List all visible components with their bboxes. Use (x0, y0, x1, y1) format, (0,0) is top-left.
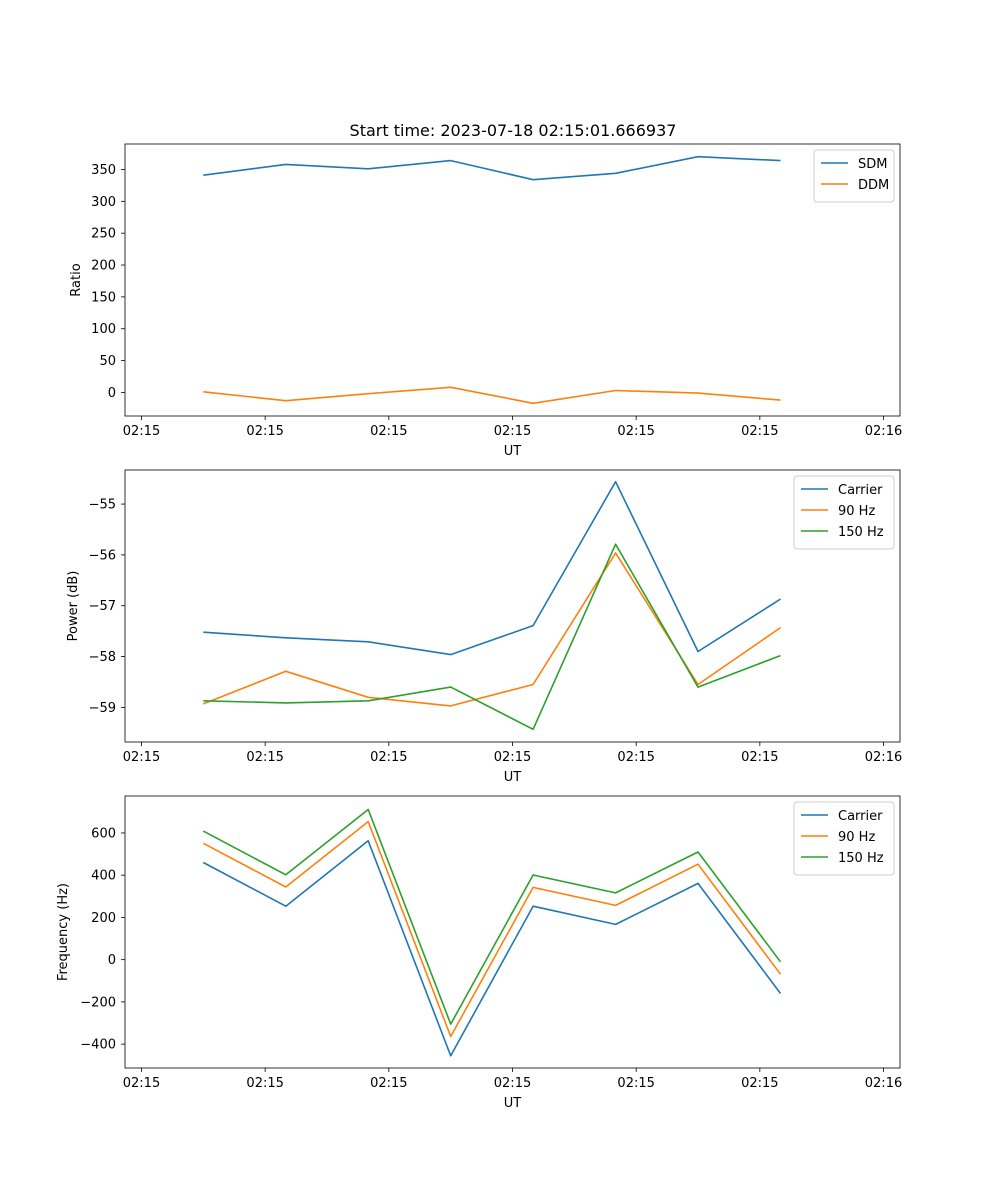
x-axis-label: UT (504, 1096, 522, 1111)
y-tick-label: 200 (91, 259, 116, 274)
x-tick-label: 02:16 (865, 424, 902, 439)
x-tick-label: 02:15 (246, 424, 283, 439)
y-tick-label: −58 (89, 650, 116, 665)
x-axis-label: UT (504, 444, 522, 459)
x-tick-label: 02:15 (617, 424, 654, 439)
x-tick-label: 02:15 (741, 1076, 778, 1091)
y-tick-label: 600 (91, 826, 116, 841)
y-tick-label: −59 (89, 701, 116, 716)
y-tick-label: −57 (89, 599, 116, 614)
x-tick-label: 02:15 (123, 1076, 160, 1091)
power-panel: 02:15 02:15 02:15 02:15 02:15 02:15 02:16 −59 −5… (66, 469, 902, 785)
series-line-150-hz (203, 543, 781, 731)
legend: Carrier 90 Hz 150 Hz (793, 475, 895, 550)
x-tick-label: 02:15 (370, 750, 407, 765)
x-tick-label: 02:15 (741, 750, 778, 765)
x-tick-label: 02:15 (123, 424, 160, 439)
legend-label-90-hz: 90 Hz (838, 504, 875, 519)
y-tick-label: 0 (108, 386, 116, 401)
ratio-panel: 02:15 02:15 02:15 02:15 02:15 02:15 02:16 0 50 10… (69, 143, 902, 459)
legend-label-ddm: DDM (858, 178, 889, 193)
legend-label-carrier: Carrier (838, 483, 883, 498)
legend: SDM DDM (813, 149, 895, 203)
legend: Carrier 90 Hz 150 Hz (793, 801, 895, 876)
y-axis-label: Power (dB) (66, 571, 81, 642)
x-tick-label: 02:15 (741, 424, 778, 439)
x-tick-label: 02:15 (494, 424, 531, 439)
x-tick-label: 02:15 (617, 1076, 654, 1091)
legend-label-150-hz: 150 Hz (838, 851, 884, 866)
y-tick-label: 300 (91, 195, 116, 210)
series-line-150-hz (202, 808, 782, 1025)
legend-label-sdm: SDM (858, 157, 887, 172)
series-line-carrier (203, 480, 781, 656)
legend-label-carrier: Carrier (838, 809, 883, 824)
x-tick-label: 02:15 (494, 1076, 531, 1091)
x-tick-label: 02:16 (865, 750, 902, 765)
x-tick-label: 02:15 (246, 750, 283, 765)
series-line-ddm (203, 386, 781, 405)
x-tick-label: 02:15 (617, 750, 654, 765)
x-tick-label: 02:15 (123, 750, 160, 765)
y-axis-label: Ratio (69, 263, 84, 296)
series-line-sdm (203, 155, 781, 181)
series-line-90-hz (202, 820, 782, 1038)
y-tick-label: 200 (91, 911, 116, 926)
x-axis-label: UT (504, 770, 522, 785)
y-tick-label: 50 (99, 354, 116, 369)
series-line-carrier (202, 839, 782, 1057)
y-tick-label: 250 (91, 227, 116, 242)
y-tick-label: −400 (80, 1038, 116, 1053)
chart-title: Start time: 2023-07-18 02:15:01.666937 (350, 121, 677, 140)
y-tick-label: 100 (91, 322, 116, 337)
x-tick-label: 02:16 (865, 1076, 902, 1091)
y-axis-label: Frequency (Hz) (56, 883, 71, 981)
y-tick-label: −200 (80, 995, 116, 1010)
y-tick-label: 150 (91, 290, 116, 305)
x-tick-label: 02:15 (494, 750, 531, 765)
frequency-panel: 02:15 02:15 02:15 02:15 02:15 02:15 02:16 −400 −… (56, 795, 902, 1111)
y-tick-label: −55 (89, 498, 116, 513)
x-tick-label: 02:15 (370, 424, 407, 439)
y-tick-label: −56 (89, 548, 116, 563)
legend-label-150-hz: 150 Hz (838, 525, 884, 540)
y-tick-label: 350 (91, 163, 116, 178)
legend-label-90-hz: 90 Hz (838, 830, 875, 845)
y-tick-label: 400 (91, 869, 116, 884)
x-tick-label: 02:15 (370, 1076, 407, 1091)
y-tick-label: 0 (108, 953, 116, 968)
x-tick-label: 02:15 (246, 1076, 283, 1091)
